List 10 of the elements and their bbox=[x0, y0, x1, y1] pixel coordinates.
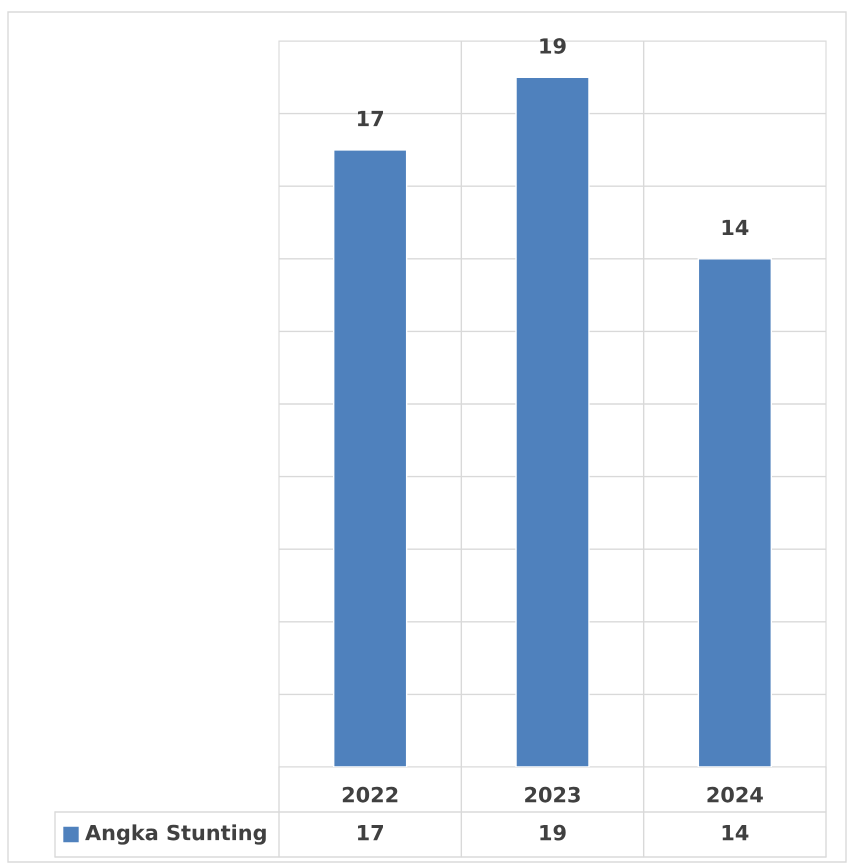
x-tick-label: 2022 bbox=[342, 786, 398, 803]
text: 14 bbox=[722, 825, 748, 840]
data-label: 17 bbox=[358, 110, 384, 126]
text: 19 bbox=[540, 824, 566, 841]
data-label: 19 bbox=[540, 38, 566, 54]
text: 17 bbox=[358, 825, 384, 840]
x-tick-label: 2024 bbox=[707, 786, 763, 803]
x-tick-label: 2023 bbox=[525, 786, 580, 803]
legend-label: Angka Stunting bbox=[85, 824, 266, 845]
data-label: 14 bbox=[722, 220, 748, 236]
